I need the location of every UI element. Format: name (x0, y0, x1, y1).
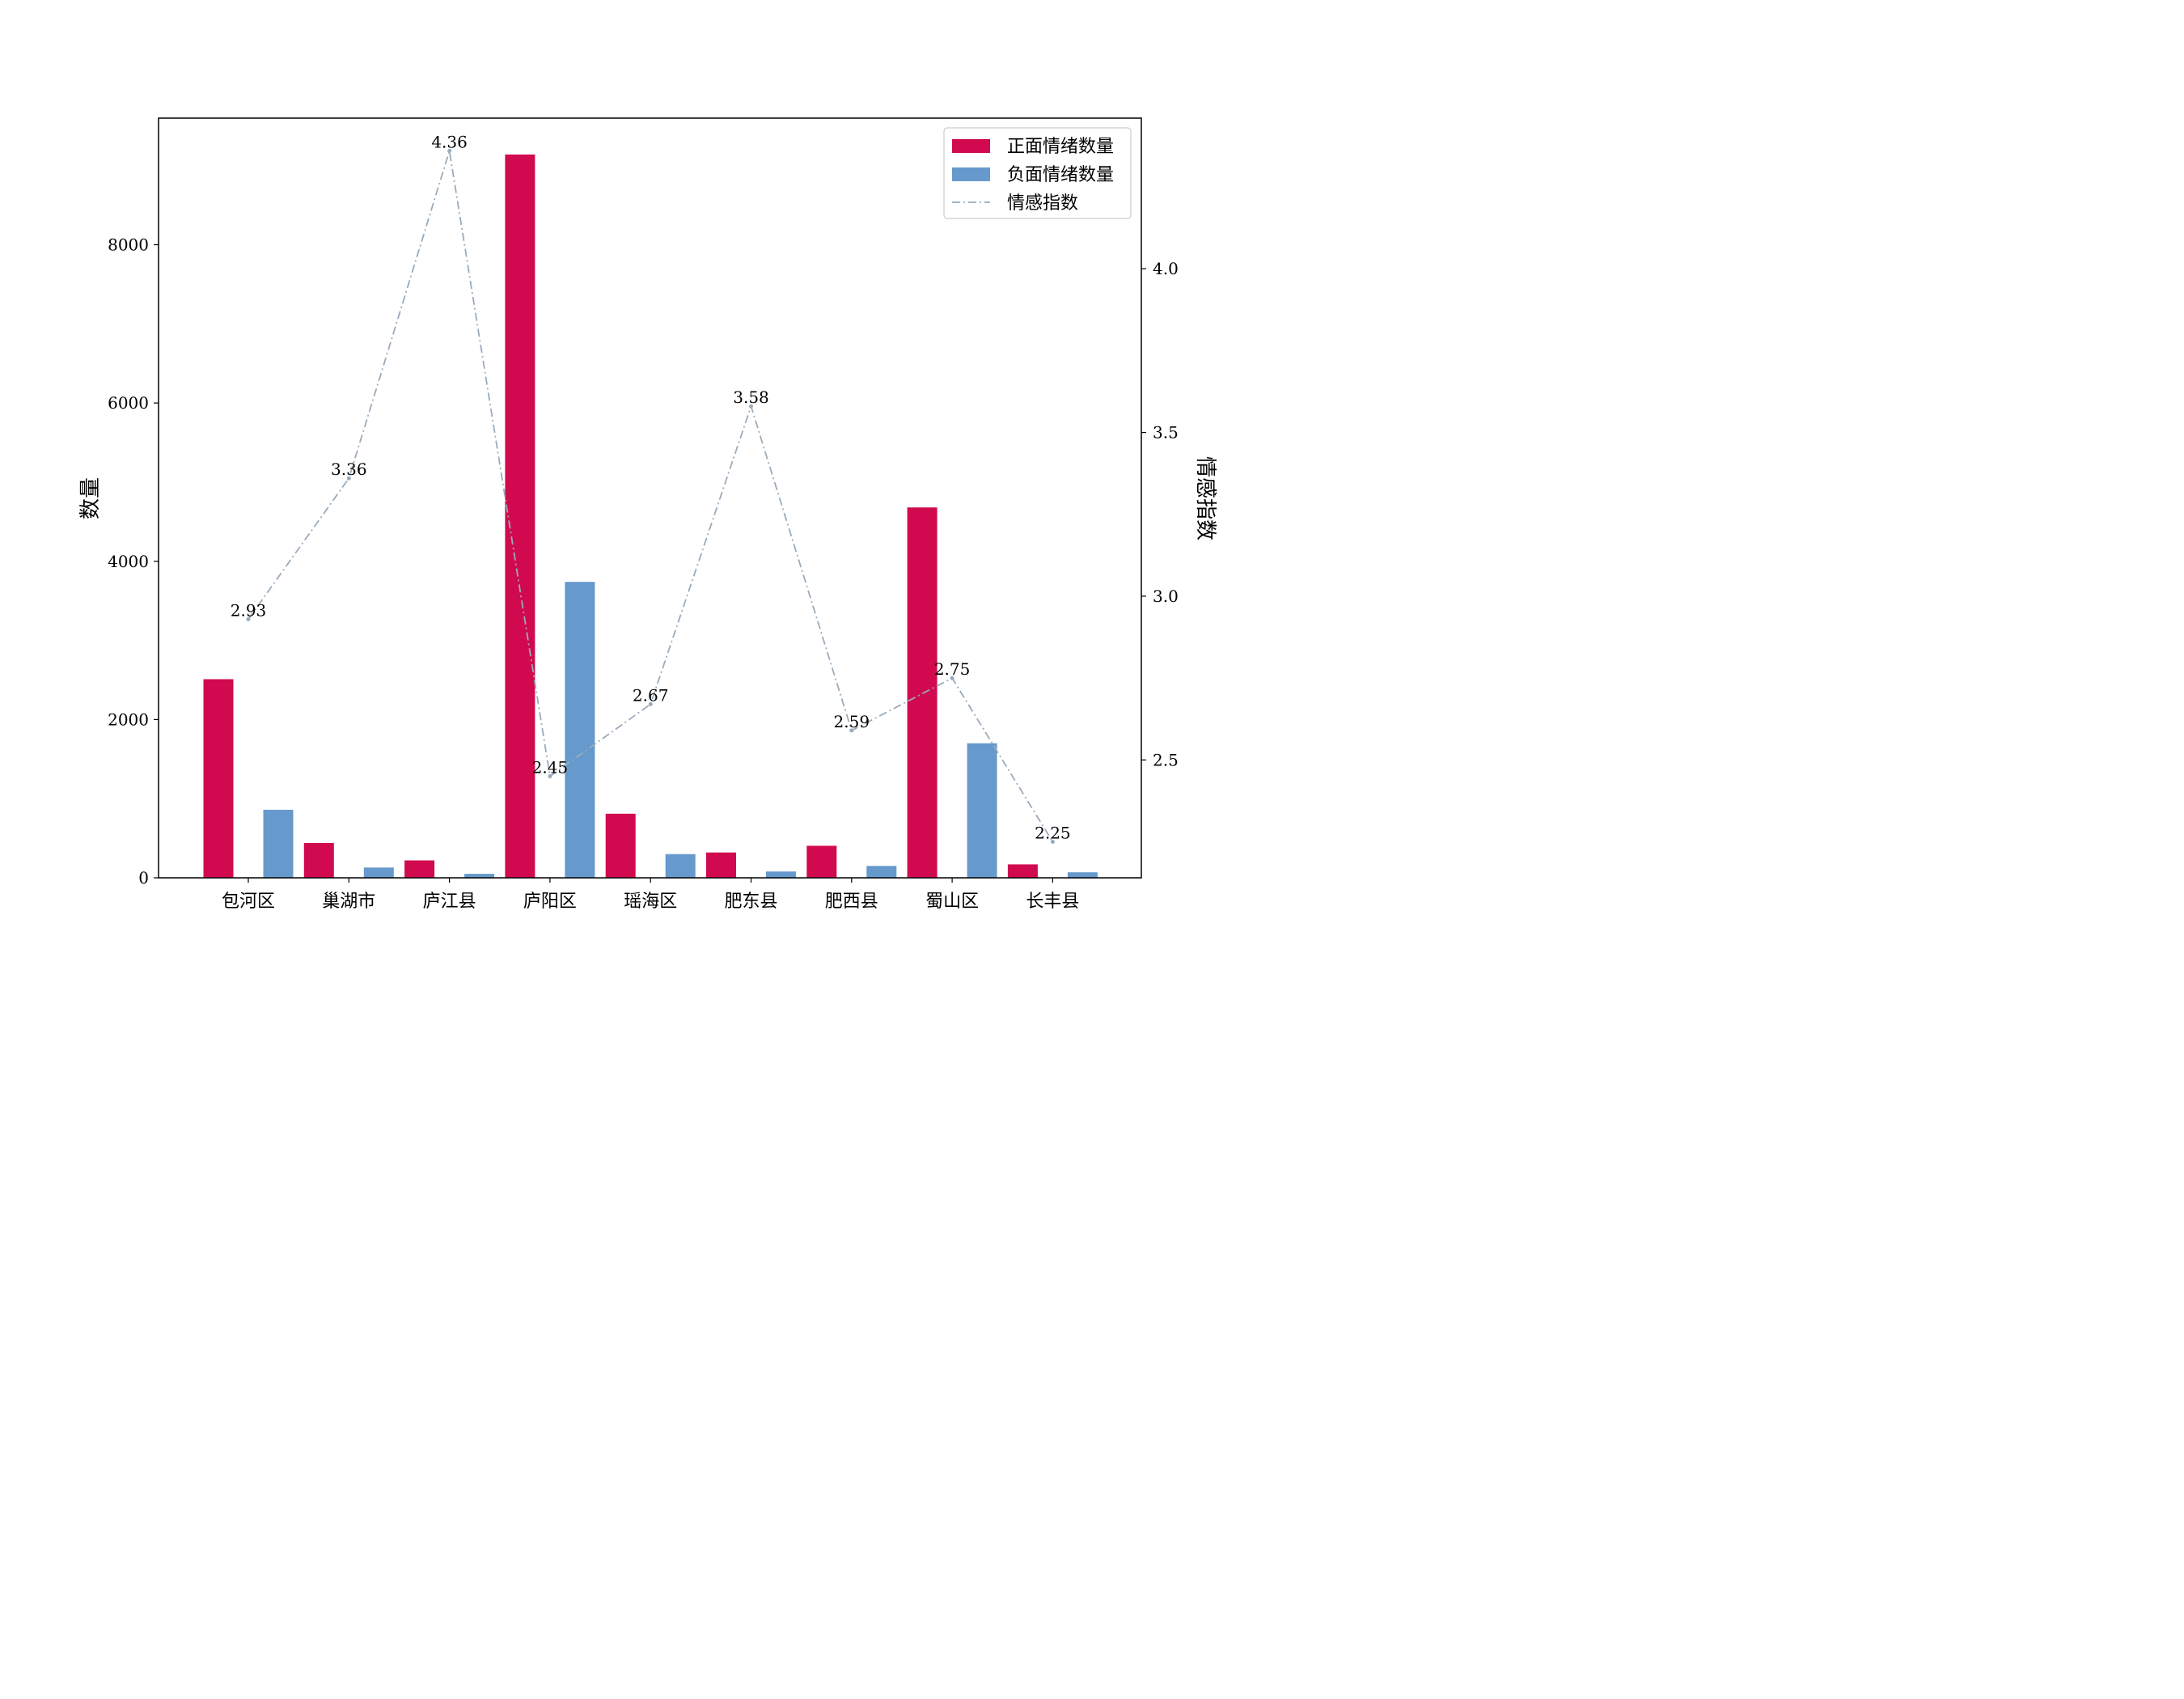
negative-bar-2 (363, 867, 394, 878)
y2-tick-label-3: 3.5 (1153, 423, 1179, 443)
x-tick-label-5: 瑶海区 (624, 892, 677, 912)
sentiment-point-label-6: 3.58 (733, 388, 769, 407)
x-tick-label-3: 庐江县 (423, 892, 476, 912)
sentiment-index-line (248, 150, 1054, 842)
x-tick-label-2: 巢湖市 (322, 892, 375, 912)
y-tick-label-2: 2000 (108, 710, 149, 729)
positive-bar-1 (203, 679, 234, 878)
y2-tick-label-1: 2.5 (1153, 750, 1179, 769)
x-tick-label-4: 庐阳区 (523, 892, 577, 912)
y-tick-label-3: 4000 (108, 552, 149, 571)
sentiment-point-8 (950, 676, 954, 680)
sentiment-point-1 (246, 616, 251, 621)
x-tick-label-6: 肥东县 (724, 892, 777, 912)
y-tick-label-1: 0 (138, 868, 149, 888)
positive-bar-9 (1007, 864, 1038, 878)
sentiment-point-label-3: 4.36 (431, 133, 468, 152)
legend-label-2: 负面情绪数量 (1007, 165, 1114, 185)
y2-tick-label-2: 3.0 (1153, 587, 1179, 606)
positive-bar-4 (505, 155, 535, 878)
chart-svg: 2.93 3.36 4.36 2.45 2.67 3.58 2.59 2.75 2.25 0 20… (78, 117, 1217, 912)
plot-frame (158, 117, 1142, 879)
positive-bar-8 (907, 507, 938, 878)
sentiment-point-label-2: 3.36 (331, 460, 367, 479)
legend-box (943, 127, 1132, 219)
sentiment-point-label-7: 2.59 (834, 712, 870, 731)
chart: 2.93 3.36 4.36 2.45 2.67 3.58 2.59 2.75 2.25 0 20… (0, 0, 1262, 981)
sentiment-point-3 (447, 149, 452, 153)
y-tick-label-5: 8000 (108, 235, 149, 255)
negative-bar-4 (565, 582, 595, 878)
sentiment-point-5 (648, 702, 653, 706)
legend-label-1: 正面情绪数量 (1007, 137, 1114, 157)
y2-tick-label-4: 4.0 (1153, 259, 1179, 278)
positive-bar-3 (404, 860, 435, 878)
negative-bar-9 (1067, 872, 1098, 878)
negative-bar-5 (665, 854, 696, 878)
positive-bar-5 (605, 813, 636, 878)
sentiment-point-6 (749, 404, 753, 409)
negative-bar-3 (464, 874, 495, 878)
positive-bar-7 (806, 845, 837, 878)
bars-layer (203, 155, 1098, 878)
y-tick-label-4: 6000 (108, 393, 149, 413)
sentiment-point-label-4: 2.45 (532, 758, 569, 777)
positive-bar-2 (303, 843, 334, 878)
x-tick-label-1: 包河区 (222, 892, 275, 912)
positive-bar-6 (706, 852, 736, 878)
legend-swatch-2 (952, 167, 990, 181)
x-tick-label-9: 长丰县 (1026, 892, 1079, 912)
negative-bar-8 (967, 743, 997, 878)
x-tick-label-7: 肥西县 (825, 892, 878, 912)
sentiment-point-9 (1050, 840, 1055, 844)
line-layer: 2.93 3.36 4.36 2.45 2.67 3.58 2.59 2.75 2.25 (231, 133, 1071, 844)
negative-bar-7 (866, 866, 897, 878)
sentiment-point-label-1: 2.93 (231, 600, 267, 620)
sentiment-point-label-9: 2.25 (1035, 824, 1071, 843)
negative-bar-1 (263, 809, 294, 878)
sentiment-point-4 (548, 774, 552, 778)
x-tick-label-8: 蜀山区 (925, 892, 979, 912)
sentiment-point-label-5: 2.67 (633, 686, 669, 705)
axes-layer: 0 2000 4000 6000 8000 2.5 3.0 3.5 4.0 包河区 巢湖市 庐江县 庐阳… (78, 117, 1217, 912)
sentiment-point-label-8: 2.75 (934, 659, 971, 679)
sentiment-point-2 (346, 476, 351, 481)
sentiment-point-7 (849, 728, 854, 733)
y-axis-title: 数量 (78, 477, 103, 519)
negative-bar-6 (766, 871, 796, 878)
legend-swatch-1 (952, 139, 990, 153)
y2-axis-title: 情感指数 (1193, 456, 1217, 540)
legend-label-3: 情感指数 (1007, 193, 1078, 214)
